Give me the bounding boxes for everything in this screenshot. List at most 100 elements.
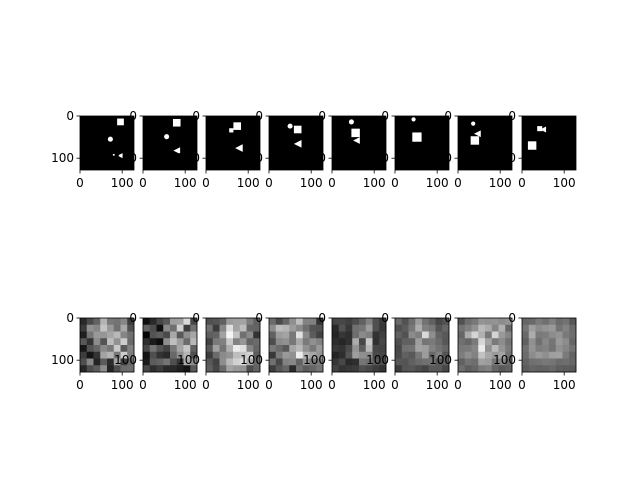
heatmap-cell <box>471 358 479 366</box>
heatmap-cell <box>107 324 115 332</box>
heatmap-cell <box>86 358 94 366</box>
axes-frame <box>79 317 135 373</box>
heatmap-cell <box>498 365 506 373</box>
heatmap-cell <box>435 331 443 339</box>
heatmap-cell <box>359 331 367 339</box>
heatmap-cell <box>442 358 450 366</box>
heatmap-cell <box>471 351 479 359</box>
heatmap-cell <box>395 331 403 339</box>
heatmap-cell <box>562 358 570 366</box>
heatmap-cell <box>359 318 367 326</box>
heatmap-cell <box>528 365 536 373</box>
heatmap-cell <box>127 345 135 353</box>
heatmap-cell <box>401 365 409 373</box>
y-tick-label: 100 <box>114 353 137 367</box>
heatmap-cell <box>282 351 290 359</box>
heatmap-cell <box>569 358 577 366</box>
heatmap-cell <box>219 365 227 373</box>
heatmap-cell <box>522 338 530 346</box>
heatmap-cell <box>282 345 290 353</box>
heatmap-cell <box>183 365 191 373</box>
heatmap-cell <box>498 318 506 326</box>
heatmap-cell <box>120 365 128 373</box>
heatmap-cell <box>345 365 353 373</box>
heatmap-cell <box>206 365 214 373</box>
heatmap-cell <box>338 365 346 373</box>
heatmap-cell <box>435 338 443 346</box>
shape-triangle <box>293 140 302 148</box>
heatmap-cell <box>332 345 340 353</box>
heatmap-cell <box>505 318 513 326</box>
heatmap-cell <box>359 338 367 346</box>
x-tick-label: 0 <box>76 176 84 190</box>
heatmap-cell <box>535 324 543 332</box>
heatmap-cell <box>471 365 479 373</box>
heatmap-cell <box>275 345 283 353</box>
heatmap-cell <box>170 338 178 346</box>
heatmap-cell <box>226 345 234 353</box>
heatmap-cell <box>485 324 493 332</box>
axes-frame <box>457 317 513 373</box>
heatmap-cell <box>542 338 550 346</box>
heatmap-cell <box>555 345 563 353</box>
heatmap-cell <box>143 324 151 332</box>
heatmap-cell <box>149 351 157 359</box>
axes-frame <box>268 317 324 373</box>
heatmap-cell <box>80 338 88 346</box>
heatmap-cell <box>156 324 164 332</box>
heatmap-cell <box>365 351 373 359</box>
heatmap-cell <box>127 365 135 373</box>
heatmap-cell <box>372 345 380 353</box>
heatmap-cell <box>408 318 416 326</box>
heatmap-cell <box>562 331 570 339</box>
shape-square <box>233 122 242 130</box>
heatmap-cell <box>226 351 234 359</box>
heatmap-cell <box>282 365 290 373</box>
heatmap-cell <box>226 324 234 332</box>
heatmap-cell <box>246 345 254 353</box>
shape-triangle <box>173 147 181 154</box>
heatmap-cell <box>149 345 157 353</box>
heatmap-cell <box>471 324 479 332</box>
axes-frame <box>205 317 261 373</box>
x-tick-label: 100 <box>111 176 134 190</box>
heatmap-cell <box>401 338 409 346</box>
heatmap-cell <box>233 345 241 353</box>
shape-square <box>112 153 115 156</box>
heatmap-cell <box>143 318 151 326</box>
heatmap-cell <box>464 365 472 373</box>
heatmap-cell <box>485 338 493 346</box>
heatmap-cell <box>345 338 353 346</box>
heatmap-cell <box>107 331 115 339</box>
heatmap-cell <box>478 351 486 359</box>
heatmap-cell <box>485 345 493 353</box>
heatmap-cell <box>296 318 304 326</box>
heatmap-cell <box>422 358 430 366</box>
shape-triangle <box>540 126 547 133</box>
heatmap-cell <box>352 351 360 359</box>
heatmap-cell <box>289 331 297 339</box>
heatmap-cell <box>302 331 310 339</box>
heatmap-cell <box>555 351 563 359</box>
axes-frame <box>79 115 135 171</box>
heatmap-cell <box>127 351 135 359</box>
heatmap-cell <box>176 351 184 359</box>
heatmap-cell <box>562 318 570 326</box>
heatmap-cell <box>269 351 277 359</box>
heatmap-cell <box>239 351 247 359</box>
heatmap-cell <box>190 365 198 373</box>
x-tick-label: 0 <box>454 378 462 392</box>
heatmap-cell <box>289 345 297 353</box>
shape-circle <box>107 136 113 142</box>
heatmap-cell <box>269 331 277 339</box>
heatmap-cell <box>415 338 423 346</box>
heatmap-cell <box>442 365 450 373</box>
heatmap-cell <box>395 318 403 326</box>
x-tick-label: 0 <box>139 378 147 392</box>
heatmap-cell <box>345 351 353 359</box>
heatmap-cell <box>415 345 423 353</box>
heatmap-cell <box>120 351 128 359</box>
heatmap-cell <box>505 338 513 346</box>
